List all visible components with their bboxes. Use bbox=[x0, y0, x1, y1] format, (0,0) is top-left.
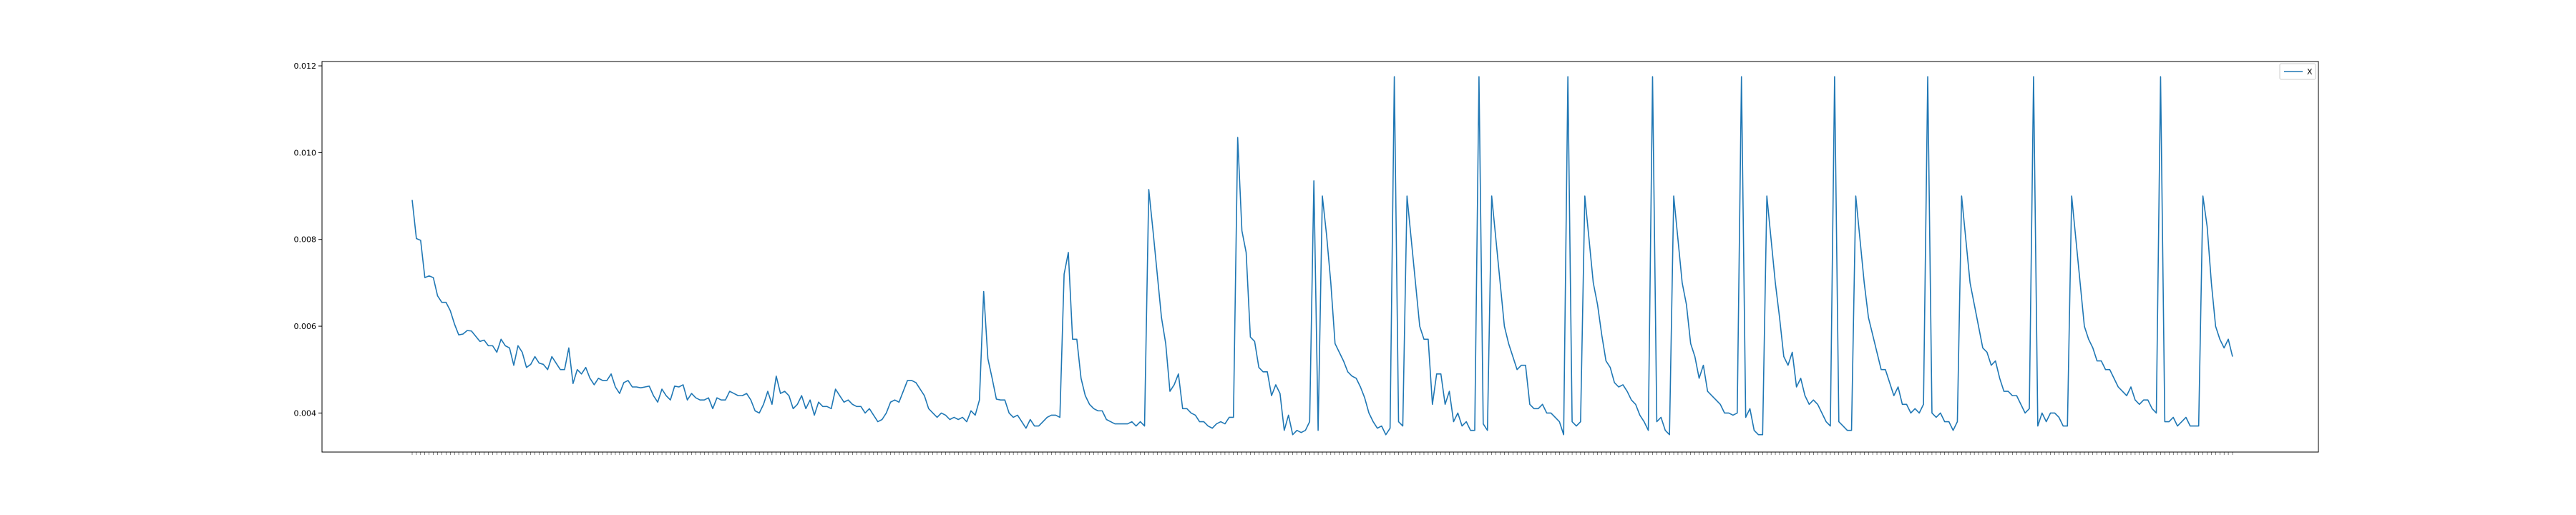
legend-label: X bbox=[2307, 67, 2313, 77]
series-line-x bbox=[411, 76, 2233, 436]
y-tick-label: 0.008 bbox=[294, 235, 317, 245]
y-tick-label: 0.006 bbox=[294, 322, 317, 331]
y-tick-label: 0.010 bbox=[294, 148, 317, 157]
x-axis bbox=[411, 452, 2233, 455]
plot-area bbox=[321, 61, 2319, 453]
y-tick-label: 0.012 bbox=[294, 62, 317, 71]
legend: X bbox=[2279, 63, 2316, 80]
y-axis: 0.004 0.006 0.008 0.010 0.012 bbox=[294, 62, 322, 418]
series-layer bbox=[411, 76, 2233, 436]
y-tick-label: 0.004 bbox=[294, 408, 317, 418]
